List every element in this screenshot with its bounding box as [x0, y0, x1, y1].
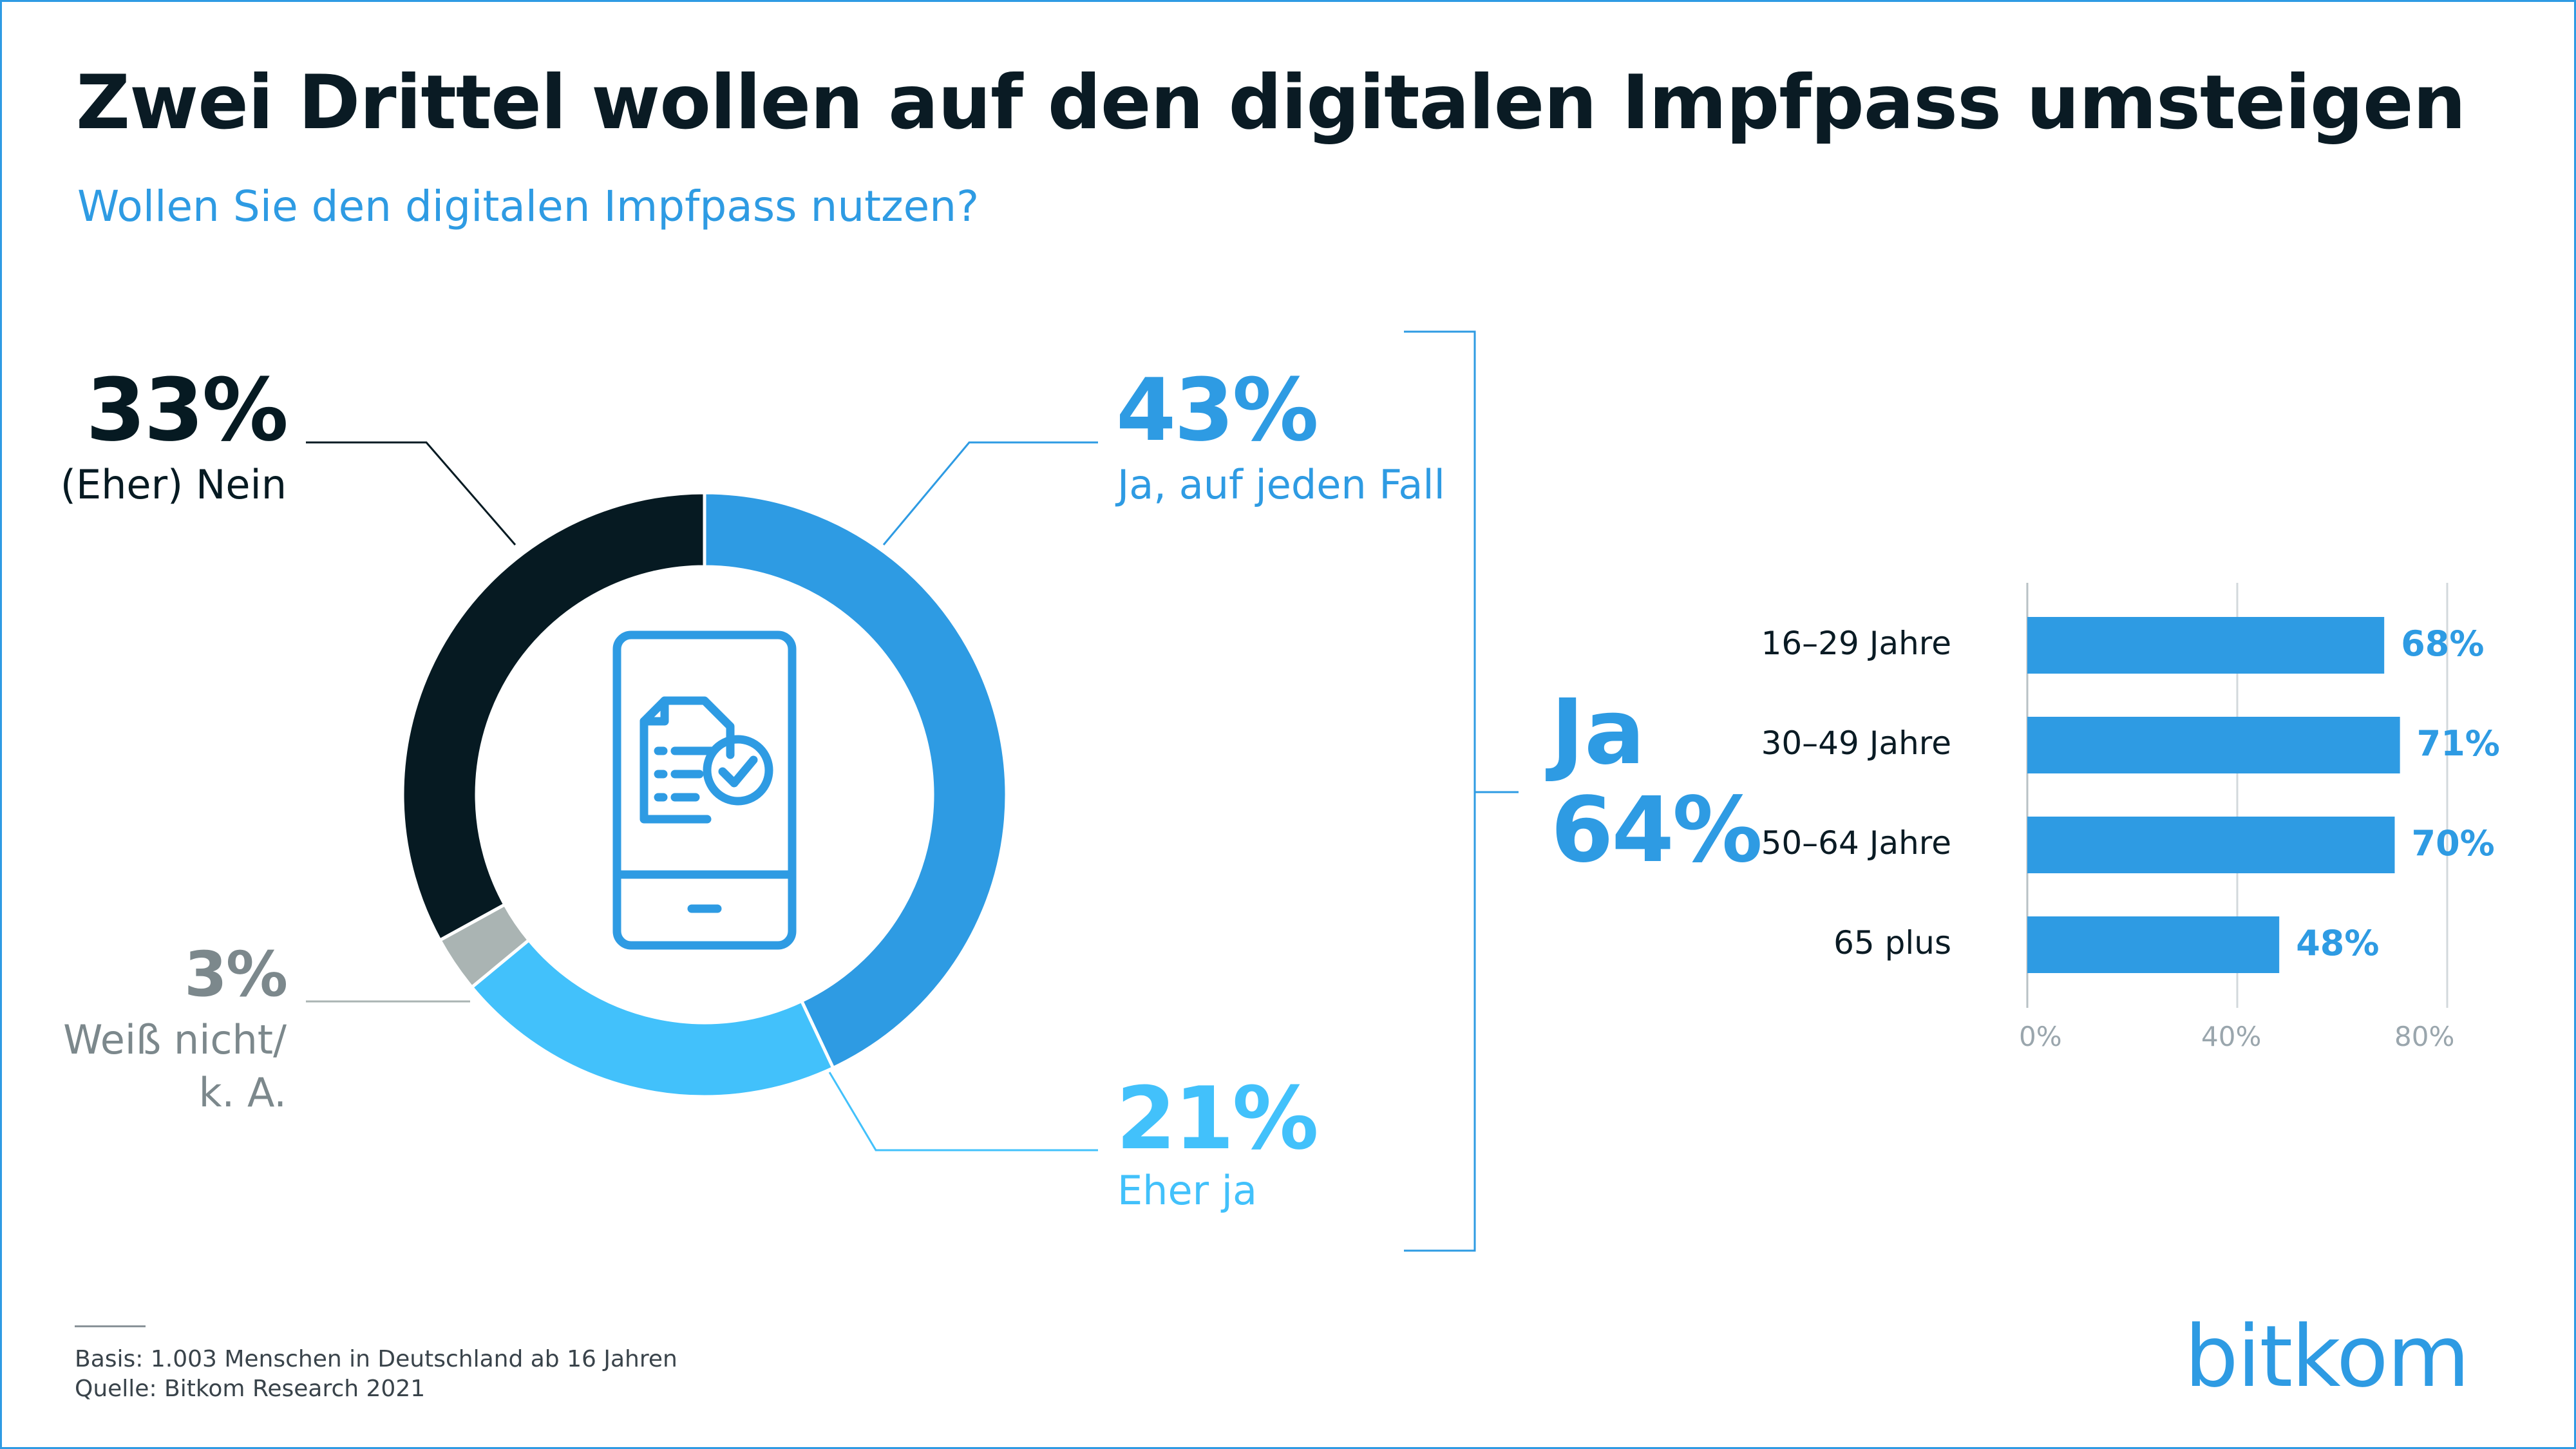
ja-auf-jeden-fall-pct: 43% [1116, 360, 1319, 460]
bar-value-label: 48% [2296, 923, 2380, 963]
donut-slice-nein [401, 491, 706, 943]
donut-chart [401, 491, 1009, 1099]
nein-pct: 33% [86, 360, 289, 460]
bar-category-label: 16–29 Jahre [1761, 625, 1951, 662]
x-tick-label: 80% [2394, 1021, 2455, 1052]
x-tick-label: 40% [2201, 1021, 2262, 1052]
nein-label: (Eher) Nein [60, 461, 287, 508]
page-title: Zwei Drittel wollen auf den digitalen Im… [76, 59, 2466, 146]
smartphone-document-check-icon [612, 630, 797, 950]
bar-category-label: 50–64 Jahre [1761, 824, 1951, 862]
footnote-source: Quelle: Bitkom Research 2021 [75, 1376, 426, 1402]
weiss-nicht-label-line2: k. A. [198, 1069, 287, 1116]
bar [2027, 617, 2385, 674]
bar [2027, 916, 2280, 973]
leader-line-ja-auf-jeden-fall [882, 441, 1098, 545]
weiss-nicht-label-line1: Weiß nicht/ [63, 1016, 287, 1063]
ja-auf-jeden-fall-label: Ja, auf jeden Fall [1117, 461, 1445, 508]
footnote-divider [75, 1325, 146, 1327]
ja-summary-pct: 64% [1551, 778, 1763, 883]
leader-line-eher-ja [828, 1072, 1098, 1151]
bar-value-label: 68% [2401, 623, 2485, 664]
bar-value-label: 70% [2411, 823, 2495, 864]
weiss-nicht-pct: 3% [184, 938, 288, 1010]
bar-value-label: 71% [2416, 723, 2500, 764]
x-tick-label: 0% [2019, 1021, 2062, 1052]
age-bar-chart [2026, 583, 2448, 1008]
eher-ja-label: Eher ja [1117, 1167, 1258, 1214]
bitkom-logo: bitkom [2184, 1307, 2470, 1406]
page-subtitle: Wollen Sie den digitalen Impfpass nutzen… [77, 182, 980, 231]
bar [2027, 817, 2395, 873]
ja-summary-label: Ja [1551, 680, 1645, 785]
ja-bracket [1404, 330, 1519, 1252]
label-leader-lines [306, 441, 1098, 1151]
leader-line-nein [306, 441, 516, 545]
bar-category-label: 30–49 Jahre [1761, 724, 1951, 762]
bar-category-label: 65 plus [1833, 924, 1951, 961]
bar [2027, 717, 2400, 773]
donut-slice-eher-ja [469, 938, 836, 1099]
footnote-basis: Basis: 1.003 Menschen in Deutschland ab … [75, 1346, 677, 1372]
donut-slice-ja-auf-jeden-fall [703, 491, 1009, 1070]
eher-ja-pct: 21% [1116, 1068, 1319, 1169]
